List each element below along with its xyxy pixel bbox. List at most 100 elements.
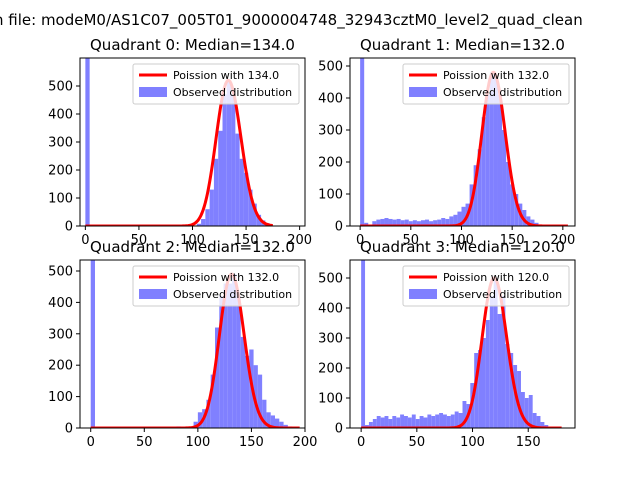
histogram-bar: [423, 417, 428, 428]
histogram-bar: [439, 413, 444, 428]
subplot-quadrant-3: 0 50 100 150 0 100 200 300 400 500 Poission with 1…: [318, 259, 576, 450]
y-tick-label: 300: [318, 332, 343, 347]
y-tick-label: 400: [318, 92, 343, 107]
y-tick-label: 200: [318, 362, 343, 377]
histogram-bar: [408, 221, 413, 226]
histogram-bar: [477, 149, 482, 226]
legend-observed-swatch: [409, 87, 437, 97]
legend-box: [402, 63, 570, 105]
histogram-bar: [502, 130, 507, 226]
histogram-bar: [392, 219, 397, 226]
histogram-bar: [236, 296, 241, 428]
histogram-bar: [489, 296, 494, 428]
poisson-curve: [360, 276, 563, 428]
y-tick-label: 300: [318, 124, 343, 139]
x-tick-label: 150: [516, 435, 541, 450]
histogram-bar: [219, 296, 224, 428]
y-tick-label: 100: [48, 390, 73, 405]
histogram-bar: [270, 415, 275, 428]
legend-poisson-label: Poission with 120.0: [443, 271, 549, 284]
histogram-bar: [372, 221, 377, 226]
histogram-bar: [279, 421, 284, 428]
histogram-bar: [485, 320, 490, 428]
histogram-bar: [478, 350, 482, 428]
y-tick-label: 0: [335, 422, 343, 437]
x-tick-label: 100: [185, 435, 210, 450]
histogram-bar: [262, 399, 267, 428]
histogram-bar: [235, 133, 240, 226]
histogram-bar: [210, 374, 215, 428]
histogram-bar: [509, 353, 514, 428]
x-tick-label: 0: [81, 233, 89, 248]
histogram-bar: [532, 413, 537, 428]
histogram-bar: [376, 219, 381, 226]
histogram-bar: [528, 395, 533, 428]
legend-box: [132, 63, 300, 105]
x-tick-label: 200: [287, 233, 312, 248]
legend-observed-label: Observed distribution: [173, 86, 292, 99]
y-tick-label: 200: [48, 164, 73, 179]
histogram-bar: [243, 172, 249, 226]
histogram-bar: [275, 418, 280, 428]
histogram-bar: [85, 58, 90, 226]
y-tick-label: 300: [48, 327, 73, 342]
histogram-bar: [215, 327, 220, 428]
y-tick-label: 0: [335, 220, 343, 235]
histogram-bar: [256, 214, 262, 226]
subplot-title-quadrant-2: Quadrant 2: Median=132.0: [90, 238, 295, 256]
legend-poisson-label: Poission with 132.0: [443, 69, 549, 82]
histogram-bar: [420, 220, 425, 226]
histogram-bar: [257, 374, 263, 428]
histogram-bar: [252, 203, 257, 226]
histogram-bar: [412, 220, 417, 226]
histogram-bar: [501, 296, 506, 428]
figure-suptitle: n file: modeM0/AS1C07_005T01_9000004748_…: [0, 11, 583, 30]
histogram-bar: [201, 219, 206, 226]
legend-observed-swatch: [139, 87, 167, 97]
subplot-title-quadrant-3: Quadrant 3: Median=120.0: [360, 238, 565, 256]
histogram-bar: [461, 206, 466, 226]
histogram-bar: [481, 338, 486, 428]
histogram-bar: [231, 94, 236, 226]
histogram-bar: [240, 336, 245, 428]
x-tick-label: 50: [403, 233, 420, 248]
histogram-bar: [196, 223, 202, 226]
histogram-bar: [514, 194, 519, 226]
histogram-bar: [429, 221, 434, 226]
histogram-bar: [437, 219, 442, 226]
y-tick-label: 200: [318, 156, 343, 171]
legend-observed-swatch: [139, 289, 167, 299]
histogram-bar: [462, 401, 467, 428]
histogram-bar: [510, 184, 515, 226]
x-tick-label: 100: [460, 435, 485, 450]
histogram-bar: [239, 158, 244, 226]
histogram-bar: [425, 219, 430, 226]
histogram-bar: [441, 218, 446, 226]
histogram-bar: [400, 414, 405, 428]
plot-area: [360, 260, 563, 428]
y-tick-label: 500: [48, 264, 73, 279]
subplot-title-quadrant-1: Quadrant 1: Median=132.0: [360, 36, 565, 54]
histogram-bar: [404, 416, 408, 428]
histogram-bar: [497, 94, 503, 226]
histogram-bar: [473, 165, 478, 226]
plot-area: [90, 260, 301, 428]
legend-observed-label: Observed distribution: [443, 288, 562, 301]
histogram-bar: [384, 416, 389, 428]
histogram-bar: [222, 94, 227, 226]
histogram-bar: [396, 218, 401, 226]
subplot-quadrant-2: 0 50 100 150 200 0 100 200 300 400 500 Poission wit…: [48, 259, 317, 450]
legend-observed-swatch: [409, 289, 437, 299]
histogram-bar: [400, 220, 405, 226]
histogram-bar: [505, 344, 510, 428]
x-tick-label: 50: [131, 233, 148, 248]
histogram-bar: [431, 416, 436, 428]
histogram-bar: [446, 416, 451, 428]
histogram-bar: [376, 416, 381, 428]
histogram-bar: [458, 413, 463, 428]
histogram-bar: [223, 283, 228, 428]
x-tick-label: 50: [409, 435, 426, 450]
histogram-bar: [364, 222, 369, 226]
